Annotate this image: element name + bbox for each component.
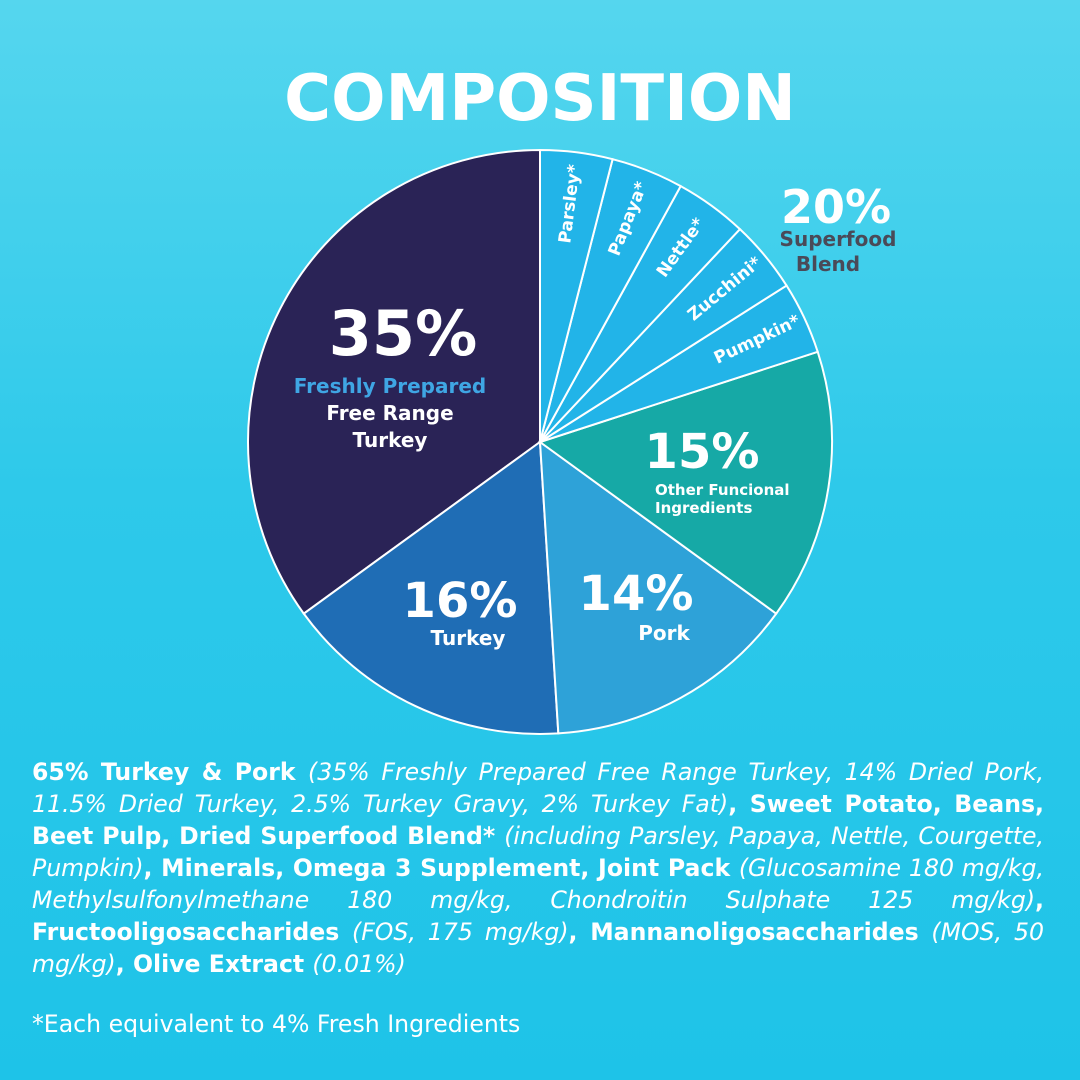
group-percent-label: 20% — [781, 180, 891, 234]
ingredients-list: 65% Turkey & Pork (35% Freshly Prepared … — [32, 756, 1044, 980]
ingredient-name: , Sweet Potato, Beans, Beet Pulp, Dried … — [32, 790, 1044, 850]
ingredient-name: , Fructooligosaccharides — [32, 886, 1044, 946]
slice-label: Ingredients — [655, 499, 752, 517]
slice-percent-label: 16% — [403, 573, 518, 629]
group-label: Blend — [796, 252, 860, 276]
slice-label: Freshly Prepared — [294, 374, 486, 398]
slice-label: Turkey — [353, 428, 428, 452]
ingredient-detail: (FOS, 175 mg/kg) — [352, 918, 569, 946]
ingredient-detail: (0.01%) — [312, 950, 406, 978]
ingredient-name: , Minerals, Omega 3 Supplement, Joint Pa… — [143, 854, 739, 882]
pie-slice — [539, 148, 614, 443]
slice-label: Pork — [638, 621, 690, 645]
pie-slice — [538, 439, 778, 735]
ingredient-name: 65% Turkey & Pork — [32, 758, 308, 786]
slice-label: Turkey — [431, 626, 506, 650]
pie-slice — [302, 440, 560, 735]
slice-label: Free Range — [326, 401, 453, 425]
slice-label: Other Funcional — [655, 481, 790, 499]
footnote: *Each equivalent to 4% Fresh Ingredients — [32, 1010, 521, 1038]
pie-slice — [537, 350, 833, 616]
ingredient-detail: (MOS, 50 mg/kg) — [32, 918, 1044, 978]
group-label: Superfood — [780, 227, 897, 251]
ingredient-name: , Olive Extract — [115, 950, 313, 978]
ingredient-name: , Mannanoligosaccharides — [568, 918, 932, 946]
slice-percent-label: 14% — [579, 566, 694, 622]
slice-percent-label: 15% — [645, 424, 760, 480]
page-title: COMPOSITION — [284, 62, 796, 136]
ingredient-detail: (including Parsley, Papaya, Nettle, Cour… — [32, 822, 1045, 882]
ingredient-detail: (Glucosamine 180 mg/kg, Methylsulfonylme… — [32, 854, 1044, 914]
slice-percent-label: 35% — [329, 297, 477, 370]
pie-slice — [247, 148, 541, 616]
ingredient-detail: (35% Freshly Prepared Free Range Turkey,… — [32, 758, 1044, 818]
